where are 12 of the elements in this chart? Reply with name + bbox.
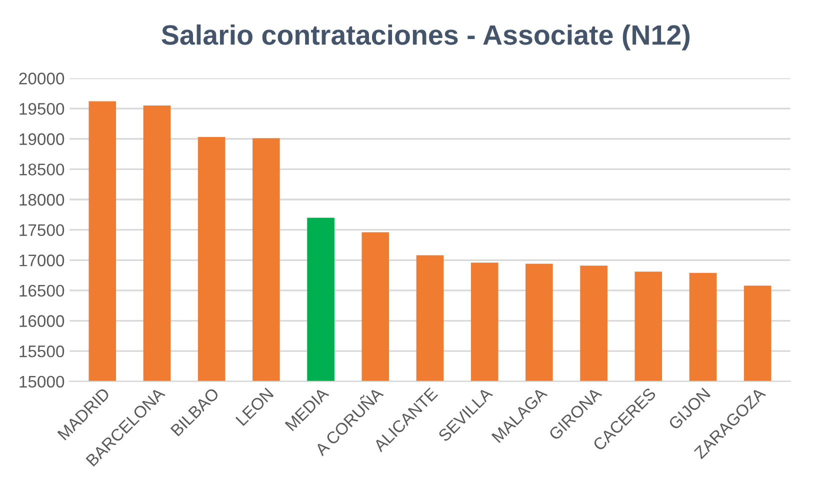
y-tick-label: 15500 bbox=[20, 346, 64, 358]
y-tick-label: 17500 bbox=[20, 224, 64, 236]
y-tick-label: 19000 bbox=[20, 133, 64, 146]
y-tick-label: 17000 bbox=[20, 254, 64, 266]
chart-title: Salario contrataciones - Associate (N12) bbox=[162, 24, 690, 50]
y-tick-label: 16500 bbox=[20, 284, 64, 297]
y-tick-label: 18000 bbox=[20, 194, 64, 206]
y-tick-label: 20000 bbox=[19, 72, 64, 84]
y-tick-label: 16000 bbox=[20, 315, 64, 327]
y-tick-label: 15000 bbox=[20, 376, 64, 388]
y-tick-label: 18500 bbox=[20, 164, 64, 176]
y-tick-label: 19500 bbox=[20, 102, 64, 115]
